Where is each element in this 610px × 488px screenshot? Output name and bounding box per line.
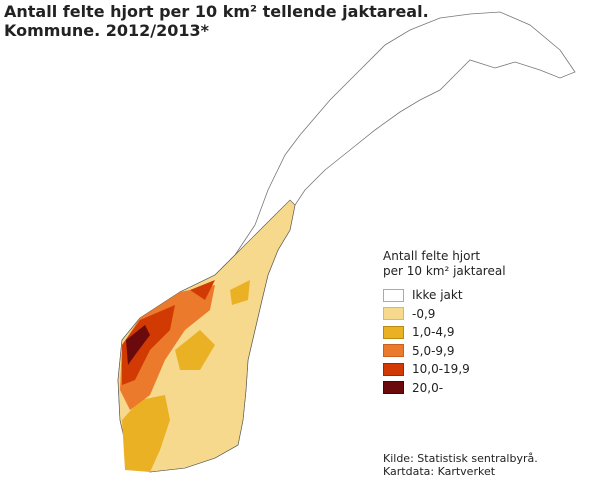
legend-item: 1,0-4,9 [383, 323, 506, 342]
region-mid [122, 280, 250, 472]
legend-title: Antall felte hjort per 10 km² jaktareal [383, 249, 506, 279]
legend-swatch [383, 362, 404, 376]
legend: Antall felte hjort per 10 km² jaktareal … [383, 249, 506, 397]
legend-label: 20,0- [412, 380, 444, 395]
title-line-1: Antall felte hjort per 10 km² tellende j… [4, 2, 429, 21]
legend-title-line-2: per 10 km² jaktareal [383, 264, 506, 278]
legend-swatch [383, 325, 404, 339]
legend-label: Ikke jakt [412, 288, 463, 303]
legend-label: -0,9 [412, 306, 436, 321]
legend-item: -0,9 [383, 305, 506, 324]
region-very-high [122, 280, 215, 385]
legend-item: 5,0-9,9 [383, 342, 506, 361]
region-highest [126, 325, 150, 365]
region-high [120, 285, 215, 410]
legend-item: 20,0- [383, 379, 506, 398]
legend-swatch [383, 344, 404, 358]
source-line-1: Kilde: Statistisk sentralbyrå. [383, 452, 538, 465]
source-line-2: Kartdata: Kartverket [383, 465, 496, 478]
map-title: Antall felte hjort per 10 km² tellende j… [4, 2, 444, 40]
legend-label: 5,0-9,9 [412, 343, 455, 358]
legend-item: Ikke jakt [383, 286, 506, 305]
legend-swatch [383, 288, 404, 302]
title-line-2: Kommune. 2012/2013* [4, 21, 210, 40]
legend-item: 10,0-19,9 [383, 360, 506, 379]
legend-title-line-1: Antall felte hjort [383, 249, 481, 263]
legend-swatch [383, 307, 404, 321]
legend-label: 10,0-19,9 [412, 362, 470, 377]
legend-swatch [383, 381, 404, 395]
legend-label: 1,0-4,9 [412, 325, 455, 340]
source-note: Kilde: Statistisk sentralbyrå. Kartdata:… [383, 452, 538, 478]
